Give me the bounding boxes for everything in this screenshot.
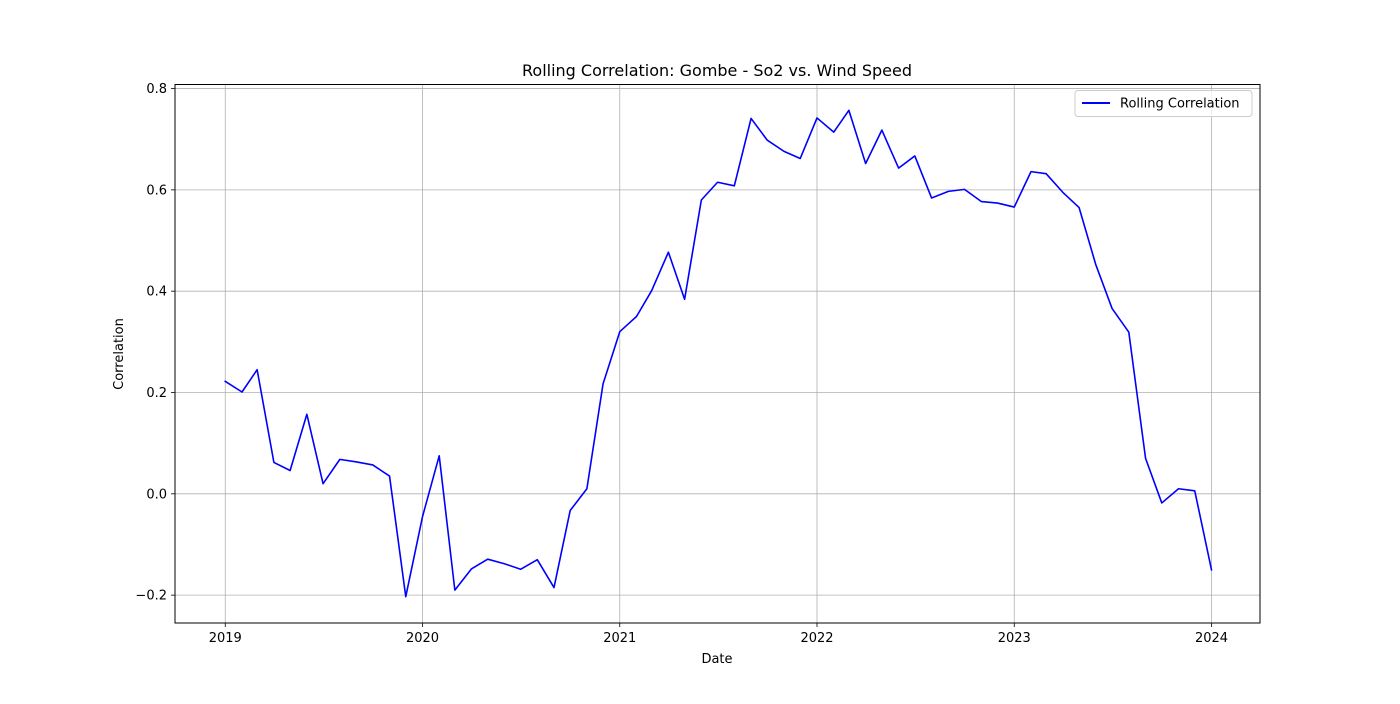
y-axis-ticks: −0.2 0.0 0.2 0.4 0.6 0.8 bbox=[135, 82, 175, 604]
y-tick-label: 0.4 bbox=[146, 285, 167, 300]
grid-lines bbox=[175, 84, 1260, 623]
x-axis-ticks: 2019 2020 2021 2022 2023 2024 bbox=[209, 623, 1228, 646]
x-tick-label: 2022 bbox=[800, 631, 833, 646]
y-tick-label: −0.2 bbox=[135, 589, 167, 604]
y-tick-label: 0.0 bbox=[146, 487, 167, 502]
x-tick-label: 2019 bbox=[209, 631, 242, 646]
y-axis-label: Correlation bbox=[112, 318, 127, 390]
plot-area-frame bbox=[174, 84, 1261, 624]
x-tick-label: 2024 bbox=[1195, 631, 1228, 646]
x-tick-label: 2023 bbox=[998, 631, 1031, 646]
y-tick-label: 0.2 bbox=[146, 386, 167, 401]
series-line-rolling-correlation bbox=[224, 109, 1213, 598]
y-tick-label: 0.6 bbox=[146, 183, 167, 198]
series-layer bbox=[224, 109, 1213, 598]
legend: Rolling Correlation bbox=[1074, 90, 1253, 117]
y-tick-label: 0.8 bbox=[146, 82, 167, 97]
legend-label-rolling-correlation: Rolling Correlation bbox=[1120, 97, 1240, 112]
x-tick-label: 2020 bbox=[406, 631, 439, 646]
x-tick-label: 2021 bbox=[603, 631, 636, 646]
x-axis-label: Date bbox=[701, 652, 732, 667]
chart-title: Rolling Correlation: Gombe - So2 vs. Win… bbox=[522, 61, 912, 80]
legend-box bbox=[1074, 90, 1253, 117]
